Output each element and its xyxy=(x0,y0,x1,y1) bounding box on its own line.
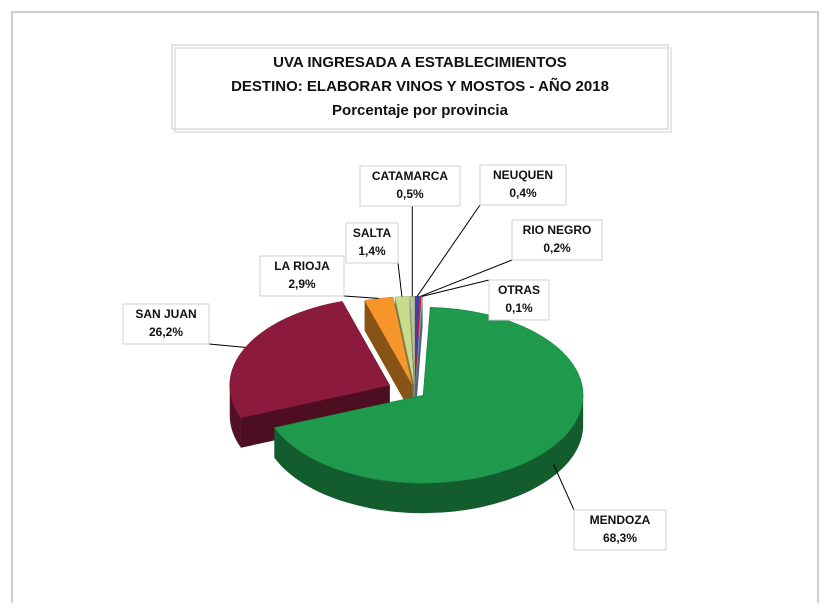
slice-label: NEUQUEN xyxy=(493,168,553,182)
leader-line xyxy=(420,259,513,297)
label-box xyxy=(479,164,567,206)
title-shadow xyxy=(174,47,672,133)
value-label: 26,2% xyxy=(149,325,183,339)
value-label: 2,9% xyxy=(288,277,316,291)
label-box xyxy=(511,219,603,261)
slice-label: RIO NEGRO xyxy=(523,223,592,237)
leader-line xyxy=(208,343,246,348)
value-label: 0,1% xyxy=(505,301,533,315)
slice-label: CATAMARCA xyxy=(372,169,449,183)
value-label: 1,4% xyxy=(358,244,386,258)
chart-subtitle: DESTINO: ELABORAR VINOS Y MOSTOS - AÑO 2… xyxy=(231,77,609,95)
slice-wall xyxy=(415,296,423,415)
label-box xyxy=(122,303,210,345)
label-box xyxy=(259,255,345,297)
leader-line xyxy=(416,204,481,297)
value-label: 0,5% xyxy=(396,187,424,201)
pie-slice xyxy=(229,301,391,419)
value-label: 68,3% xyxy=(603,531,637,545)
value-label: 0,4% xyxy=(509,186,537,200)
slice-label: SAN JUAN xyxy=(135,307,196,321)
slice-label: LA RIOJA xyxy=(274,259,330,273)
label-box xyxy=(573,509,667,551)
label-box xyxy=(345,222,399,264)
pie-slice xyxy=(273,307,584,484)
slice-wall xyxy=(364,300,413,415)
leader-line xyxy=(397,262,403,297)
slice-label: OTRAS xyxy=(498,283,540,297)
title-box xyxy=(171,44,669,130)
slice-side xyxy=(274,395,584,514)
slice-side xyxy=(229,385,241,448)
pie-tops xyxy=(229,296,584,484)
label-box xyxy=(359,165,461,207)
chart-title: UVA INGRESADA A ESTABLECIMIENTOS xyxy=(273,54,567,71)
leader-line xyxy=(553,464,575,511)
chart-subtitle: Porcentaje por provincia xyxy=(332,102,509,119)
slice-label: MENDOZA xyxy=(590,513,651,527)
value-label: 0,2% xyxy=(543,241,571,255)
slice-label: SALTA xyxy=(353,226,392,240)
label-box xyxy=(488,279,550,321)
leader-line xyxy=(421,279,490,297)
leader-line xyxy=(343,295,379,299)
